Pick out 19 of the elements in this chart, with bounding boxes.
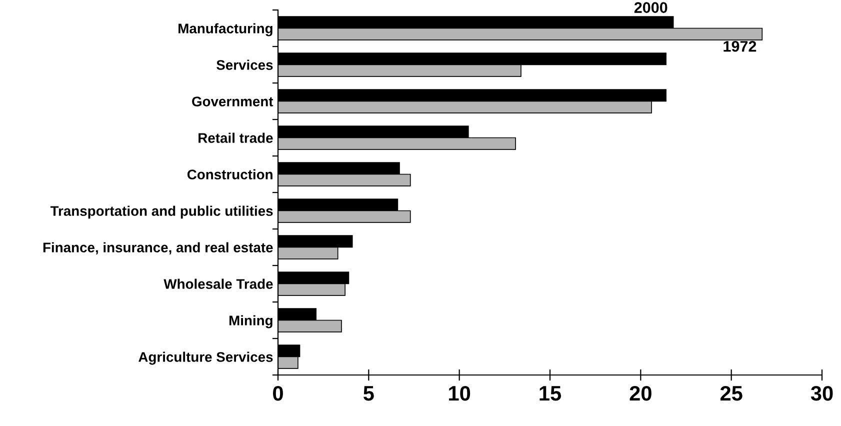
x-tick-label: 15 [540,386,562,401]
x-tick-label: 25 [720,386,742,401]
y-tick-label: Wholesale Trade [164,278,273,289]
x-tick-label: 30 [810,386,833,401]
series-label: 2000 [634,2,668,13]
y-tick-label: Services [216,60,273,70]
y-tick-label: Construction [187,169,272,180]
x-tick-label: 5 [364,386,374,401]
y-tick-label: Retail trade [198,132,273,143]
y-tick-label: Finance, insurance, and real estate [43,242,273,254]
x-tick-label: 0 [273,386,283,401]
y-tick-label: Transportation and public utilities [50,206,273,219]
x-tick-label: 20 [630,386,652,401]
y-tick-label: Government [192,96,274,106]
y-tick-label: Agriculture Services [138,352,273,365]
x-tick-label: 10 [449,386,470,401]
y-tick-label: Manufacturing [178,23,272,36]
series-label: 1972 [724,40,756,52]
y-tick-label: Mining [229,315,272,328]
